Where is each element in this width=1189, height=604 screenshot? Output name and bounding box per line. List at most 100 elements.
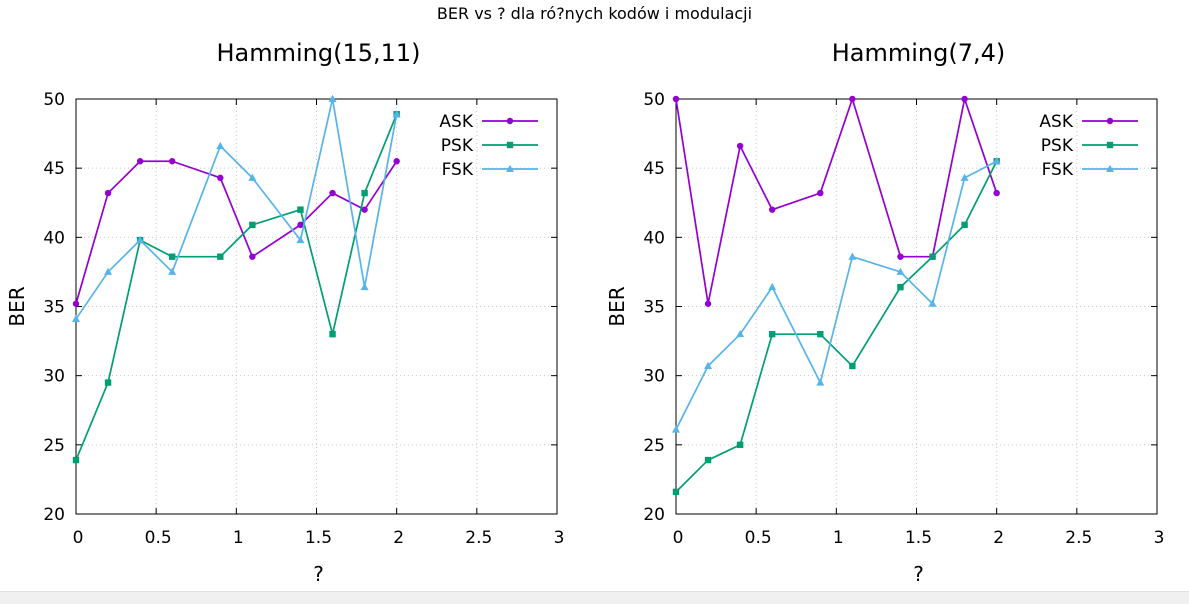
c1-xtick-label-3: 3 — [1154, 528, 1165, 548]
c0-xtick-label-1: 1 — [233, 528, 244, 548]
c1-point-fsk-7 — [928, 299, 937, 307]
c1-ytick-label-25: 25 — [643, 436, 665, 456]
c1-point-psk-7 — [929, 253, 936, 260]
c1-line-ask — [675, 98, 998, 305]
c1-ytick-label-35: 35 — [643, 298, 665, 318]
c1-xtick-label-0-5: 0.5 — [745, 528, 772, 548]
c0-ytick-label-25: 25 — [43, 436, 65, 456]
c1-point-fsk-2 — [736, 329, 745, 338]
c0-ytick-label-30: 30 — [43, 367, 65, 387]
c0-legend-marker-psk — [506, 141, 514, 149]
c1-point-psk-4 — [817, 330, 824, 338]
c0-point-ask-0 — [72, 300, 80, 307]
c0-legend-marker-fsk — [506, 164, 514, 172]
c0-point-ask-2 — [136, 158, 144, 165]
c0-ytick-label-35: 35 — [43, 298, 65, 318]
c1-ytick-label-20: 20 — [643, 505, 665, 525]
c0-point-fsk-8 — [360, 282, 369, 291]
c0-point-fsk-7 — [328, 94, 337, 102]
c1-point-fsk-8 — [960, 173, 969, 181]
c1-xtick-label-1-5: 1.5 — [905, 528, 932, 548]
c0-point-fsk-3 — [168, 267, 177, 275]
c0-point-psk-6 — [297, 206, 304, 213]
c0-point-psk-4 — [217, 253, 224, 260]
c1-point-psk-1 — [704, 456, 712, 464]
c1-ytick-label-45: 45 — [643, 159, 665, 179]
c0-point-ask-3 — [169, 158, 176, 165]
c0-point-ask-4 — [217, 174, 224, 182]
c1-ytick-label-50: 50 — [643, 90, 665, 110]
c0-ytick-label-45: 45 — [43, 159, 65, 179]
c0-xtick-label-2: 2 — [393, 528, 404, 548]
chart-hamming-15-11: Hamming(15,11) 20 25 30 35 40 45 50 0 0.5 1 1.5 2 2.5… — [5, 39, 565, 586]
c1-xtick-label-2-5: 2.5 — [1065, 528, 1092, 548]
c1-point-psk-5 — [849, 362, 856, 370]
c1-xtick-label-1: 1 — [833, 528, 844, 548]
c0-point-fsk-9 — [392, 110, 401, 118]
c1-point-ask-8 — [961, 95, 968, 103]
c1-point-fsk-6 — [896, 267, 905, 275]
c1-point-fsk-1 — [704, 361, 713, 369]
c0-line-psk — [75, 113, 398, 461]
c1-point-ask-9 — [993, 189, 1000, 197]
c1-point-ask-1 — [704, 300, 712, 307]
c1-point-ask-2 — [736, 142, 744, 150]
c0-y-axis-label: BER — [5, 286, 29, 326]
c1-title: Hamming(7,4) — [832, 39, 1006, 67]
c1-series-fsk — [672, 157, 1001, 433]
c0-line-fsk — [75, 98, 398, 320]
c0-point-fsk-0 — [72, 314, 80, 322]
c0-title: Hamming(15,11) — [216, 39, 420, 67]
c0-xtick-label-0-5: 0.5 — [145, 528, 172, 548]
c1-legend-label-fsk: FSK — [1042, 160, 1074, 180]
c1-line-fsk — [675, 160, 998, 430]
c0-point-psk-0 — [72, 456, 80, 464]
c0-line-ask — [75, 160, 398, 304]
c0-ytick-label-50: 50 — [43, 90, 65, 110]
c0-point-psk-8 — [361, 189, 368, 197]
c0-series-fsk — [72, 94, 401, 322]
c0-xtick-label-0: 0 — [73, 528, 84, 548]
c1-ytick-label-40: 40 — [643, 228, 665, 248]
c0-point-psk-3 — [169, 253, 176, 260]
c1-point-ask-4 — [817, 189, 824, 197]
c1-point-fsk-9 — [992, 157, 1001, 165]
window-bottom-strip — [0, 591, 1189, 604]
c1-legend-label-psk: PSK — [1041, 136, 1074, 156]
c1-ytick-label-30: 30 — [643, 367, 665, 387]
chart-hamming-7-4: Hamming(7,4) 20 25 30 35 40 45 50 0 0.5 1 1.5 2 2.5 3?… — [605, 39, 1165, 586]
c1-legend-marker-fsk — [1106, 164, 1114, 172]
c1-legend: ASK PSK FSK — [1039, 112, 1138, 180]
c1-legend-marker-ask — [1106, 117, 1114, 125]
c0-ytick-label-20: 20 — [43, 505, 65, 525]
c1-point-ask-3 — [769, 206, 776, 213]
c0-xtick-label-3: 3 — [554, 528, 565, 548]
c1-y-axis-label: BER — [605, 286, 629, 326]
c1-legend-label-ask: ASK — [1039, 112, 1073, 132]
c0-legend: ASK PSK FSK — [439, 112, 538, 180]
c1-point-fsk-4 — [816, 378, 825, 386]
c1-grid — [676, 99, 1157, 514]
c0-point-fsk-1 — [104, 267, 113, 275]
c1-point-fsk-0 — [672, 425, 680, 433]
c0-point-fsk-4 — [216, 141, 225, 150]
c0-xtick-label-1-5: 1.5 — [305, 528, 332, 548]
c1-point-psk-3 — [769, 330, 776, 338]
c1-point-psk-8 — [961, 221, 968, 229]
c1-xtick-label-0: 0 — [673, 528, 684, 548]
c0-legend-label-psk: PSK — [441, 136, 474, 156]
c0-point-fsk-2 — [136, 235, 145, 244]
c0-point-psk-7 — [329, 330, 336, 338]
c1-point-fsk-3 — [768, 282, 777, 291]
c0-point-ask-6 — [297, 221, 304, 229]
c0-point-fsk-6 — [296, 235, 305, 244]
c0-point-ask-5 — [249, 253, 256, 260]
c0-point-psk-5 — [249, 221, 256, 229]
figure-title: BER vs ? dla ró?nych kodów i modulacji — [436, 4, 753, 23]
c1-xtick-label-2: 2 — [993, 528, 1004, 548]
c1-line-psk — [675, 160, 998, 493]
c1-point-psk-6 — [897, 283, 904, 291]
c0-point-ask-7 — [329, 189, 336, 197]
c0-legend-label-ask: ASK — [439, 112, 473, 132]
c1-point-ask-6 — [897, 253, 904, 260]
